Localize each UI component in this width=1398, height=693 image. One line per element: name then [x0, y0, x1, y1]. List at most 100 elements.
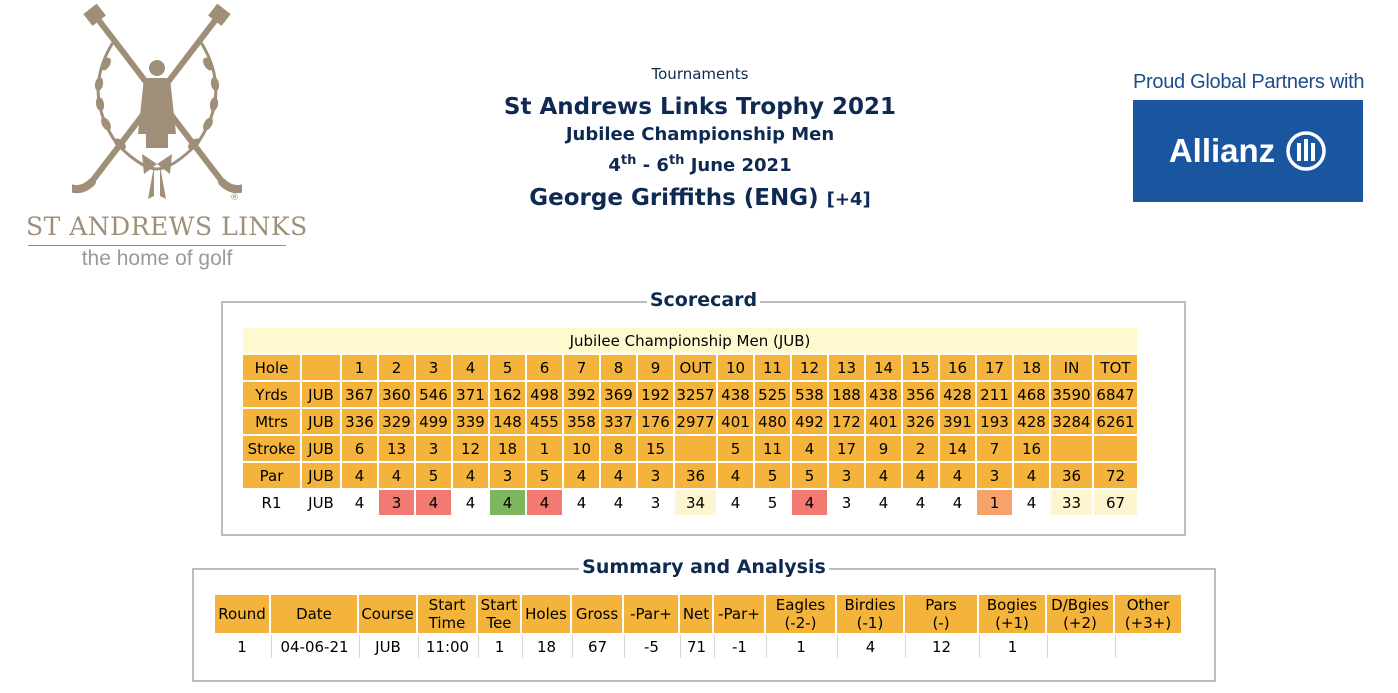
par-cell: 3 [829, 463, 864, 488]
round-cell: 3 [841, 493, 852, 512]
yards-cell: 188 [829, 382, 864, 407]
par-cell: 4 [601, 463, 636, 488]
summary-header-label: Birdies [844, 596, 896, 614]
holes-cell: 16 [940, 355, 975, 380]
holes-cell: 18 [1014, 355, 1049, 380]
stroke-cell: 3 [416, 436, 451, 461]
summary-header-cell: Birdies (-1) [837, 595, 903, 633]
yards-cell: 438 [718, 382, 753, 407]
championship-name: Jubilee Championship Men [565, 124, 835, 145]
holes-cell: 10 [718, 355, 753, 380]
summary-cell: 04-06-21 [271, 635, 357, 658]
metres-cell: 172 [829, 409, 864, 434]
round-cell: 4 [354, 493, 365, 512]
summary-cell: 12 [905, 635, 977, 658]
round-cell: 4 [490, 490, 525, 515]
yards-row: Yrds JUB 367 360 546 371 162 498 392 369 192 3257 43… [243, 382, 1137, 407]
summary-cell: 11:00 [418, 635, 476, 658]
summary-header-sublabel: (+2) [1063, 614, 1097, 632]
yards-cell: 525 [755, 382, 790, 407]
scorecard-table: Jubilee Championship Men (JUB) Hole 1 2 3 4 5… [241, 326, 1139, 517]
round-cell: 4 [878, 493, 889, 512]
summary-header-label: Bogies [986, 596, 1038, 614]
summary-cell: -1 [714, 635, 764, 658]
summary-header-label: Other [1126, 596, 1170, 614]
round-cell: 33 [1051, 490, 1092, 515]
holes-cell: 14 [866, 355, 901, 380]
holes-cell: 8 [601, 355, 636, 380]
yards-cell: 546 [416, 382, 451, 407]
course-title: Jubilee Championship Men (JUB) [243, 328, 1137, 353]
summary-header-sublabel: (-) [932, 614, 950, 632]
section-link[interactable]: Tournaments [651, 65, 749, 83]
round-cell: 3 [379, 490, 414, 515]
par-cell: 4 [453, 463, 488, 488]
allianz-eagle-icon [1286, 131, 1326, 171]
summary-header-sublabel: (-1) [856, 614, 884, 632]
summary-header-sublabel: Tee [486, 614, 512, 632]
summary-header-cell: -Par+ [624, 595, 678, 633]
summary-header-cell: Date [271, 595, 357, 633]
metres-cell: 337 [601, 409, 636, 434]
par-cell: 5 [792, 463, 827, 488]
summary-header-cell: Bogies (+1) [979, 595, 1045, 633]
summary-header-label: Round [218, 605, 266, 623]
round-cell: 4 [730, 493, 741, 512]
summary-header-cell: Eagles (-2-) [766, 595, 835, 633]
stroke-cell: 4 [792, 436, 827, 461]
date-start-suffix: th [620, 153, 637, 168]
summary-cell: 1 [766, 635, 835, 658]
summary-header-label: -Par+ [718, 605, 760, 623]
summary-header-sublabel: (+3+) [1124, 614, 1172, 632]
par-cell: 4 [866, 463, 901, 488]
summary-header-sublabel: (-2-) [784, 614, 817, 632]
par-cell: JUB [302, 463, 340, 488]
allianz-logo[interactable]: Allianz [1133, 100, 1363, 202]
holes-cell: 3 [416, 355, 451, 380]
summary-cell: 1 [979, 635, 1045, 658]
st-andrews-links-logo[interactable]: ® ST ANDREWS LINKS the home of golf [26, 4, 307, 272]
yards-cell: 3257 [675, 382, 716, 407]
round-cell: 3 [650, 493, 661, 512]
holes-cell: 17 [977, 355, 1012, 380]
par-cell: 5 [527, 463, 562, 488]
summary-panel: Summary and Analysis Round Date Course Star… [192, 556, 1216, 682]
round-cell: 4 [527, 490, 562, 515]
stroke-cell: 13 [379, 436, 414, 461]
metres-cell: 339 [453, 409, 488, 434]
brand-divider [28, 245, 286, 246]
stroke-cell [1094, 436, 1137, 461]
round-row: R1 JUB 4 3 4 4 4 4 4 4 3 34 4 5 4 3 4 4 4 1 4 33 67 [243, 490, 1137, 515]
summary-legend: Summary and Analysis [579, 556, 829, 578]
summary-header-cell: Start Time [418, 595, 476, 633]
stroke-cell [1051, 436, 1092, 461]
stroke-cell: 10 [564, 436, 599, 461]
yards-cell: 162 [490, 382, 525, 407]
yards-cell: Yrds [243, 382, 300, 407]
summary-header-label: Net [682, 605, 710, 623]
player-name: George Griffiths (ENG) [529, 185, 819, 211]
par-cell: 3 [977, 463, 1012, 488]
round-cell: 4 [915, 493, 926, 512]
player-score: [+4] [826, 189, 871, 210]
stroke-cell: 16 [1014, 436, 1049, 461]
summary-header-label: D/Bgies [1051, 596, 1109, 614]
summary-cell [1115, 635, 1181, 658]
yards-cell: 468 [1014, 382, 1049, 407]
summary-table: Round Date Course Start Time Start Tee Holes Gro… [213, 593, 1183, 660]
holes-cell: 9 [638, 355, 673, 380]
metres-cell: 6261 [1094, 409, 1137, 434]
tournament-header: Tournaments St Andrews Links Trophy 2021… [400, 64, 1000, 215]
stroke-cell: 2 [903, 436, 938, 461]
metres-cell: 401 [866, 409, 901, 434]
partner-brand: Allianz [1168, 132, 1276, 169]
summary-header-label: Date [296, 605, 332, 623]
yards-cell: 498 [527, 382, 562, 407]
registered-mark: ® [230, 193, 239, 203]
stroke-cell [675, 436, 716, 461]
metres-cell: 176 [638, 409, 673, 434]
partner-banner[interactable]: Proud Global Partners with Allianz [1133, 71, 1365, 202]
summary-cell: 1 [478, 635, 520, 658]
holes-cell: 2 [379, 355, 414, 380]
par-cell: 4 [903, 463, 938, 488]
